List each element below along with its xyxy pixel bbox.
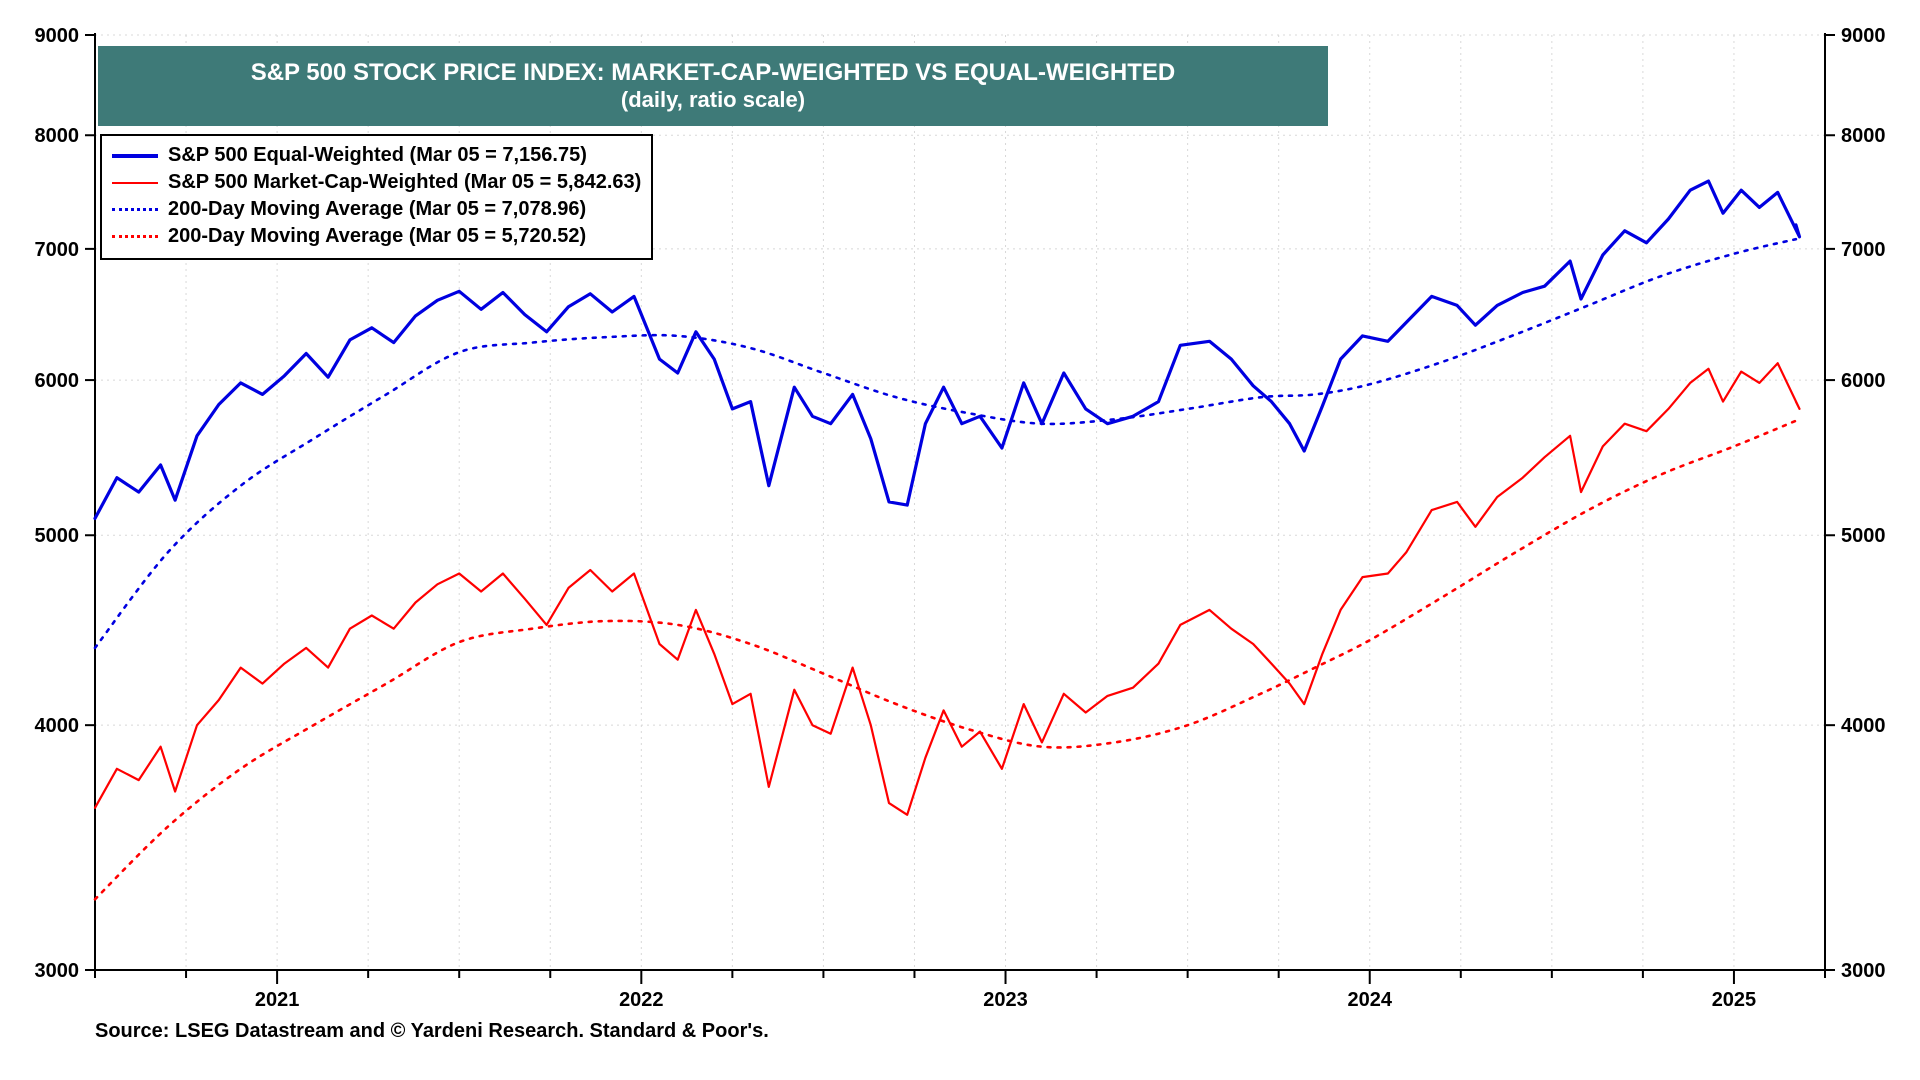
svg-text:7000: 7000 [1841, 239, 1886, 261]
source-attribution: Source: LSEG Datastream and © Yardeni Re… [95, 1020, 769, 1043]
svg-text:4000: 4000 [35, 715, 80, 737]
chart-title-line2: (daily, ratio scale) [621, 87, 805, 113]
chart-title-box: S&P 500 STOCK PRICE INDEX: MARKET-CAP-WE… [98, 46, 1328, 126]
legend-swatch [112, 182, 158, 184]
legend-label: S&P 500 Equal-Weighted (Mar 05 = 7,156.7… [168, 142, 587, 169]
legend-label: 200-Day Moving Average (Mar 05 = 5,720.5… [168, 223, 586, 250]
chart-legend: S&P 500 Equal-Weighted (Mar 05 = 7,156.7… [100, 134, 653, 260]
legend-label: S&P 500 Market-Cap-Weighted (Mar 05 = 5,… [168, 169, 641, 196]
legend-swatch [112, 154, 158, 158]
svg-text:2022: 2022 [619, 989, 664, 1011]
legend-swatch [112, 235, 158, 238]
svg-text:2024: 2024 [1347, 989, 1392, 1011]
svg-text:2023: 2023 [983, 989, 1028, 1011]
legend-item: S&P 500 Equal-Weighted (Mar 05 = 7,156.7… [112, 142, 641, 169]
svg-text:2021: 2021 [255, 989, 300, 1011]
svg-text:5000: 5000 [35, 525, 80, 547]
svg-text:7000: 7000 [35, 239, 80, 261]
legend-item: 200-Day Moving Average (Mar 05 = 5,720.5… [112, 223, 641, 250]
svg-text:9000: 9000 [35, 25, 80, 47]
svg-text:2025: 2025 [1712, 989, 1757, 1011]
legend-item: S&P 500 Market-Cap-Weighted (Mar 05 = 5,… [112, 169, 641, 196]
svg-text:5000: 5000 [1841, 525, 1886, 547]
chart-title-line1: S&P 500 STOCK PRICE INDEX: MARKET-CAP-WE… [251, 59, 1176, 87]
legend-label: 200-Day Moving Average (Mar 05 = 7,078.9… [168, 196, 586, 223]
svg-text:3000: 3000 [35, 960, 80, 982]
svg-text:9000: 9000 [1841, 25, 1886, 47]
svg-text:6000: 6000 [35, 370, 80, 392]
svg-text:4000: 4000 [1841, 715, 1886, 737]
svg-text:6000: 6000 [1841, 370, 1886, 392]
svg-text:8000: 8000 [35, 125, 80, 147]
legend-item: 200-Day Moving Average (Mar 05 = 7,078.9… [112, 196, 641, 223]
svg-text:3000: 3000 [1841, 960, 1886, 982]
svg-text:8000: 8000 [1841, 125, 1886, 147]
legend-swatch [112, 208, 158, 211]
